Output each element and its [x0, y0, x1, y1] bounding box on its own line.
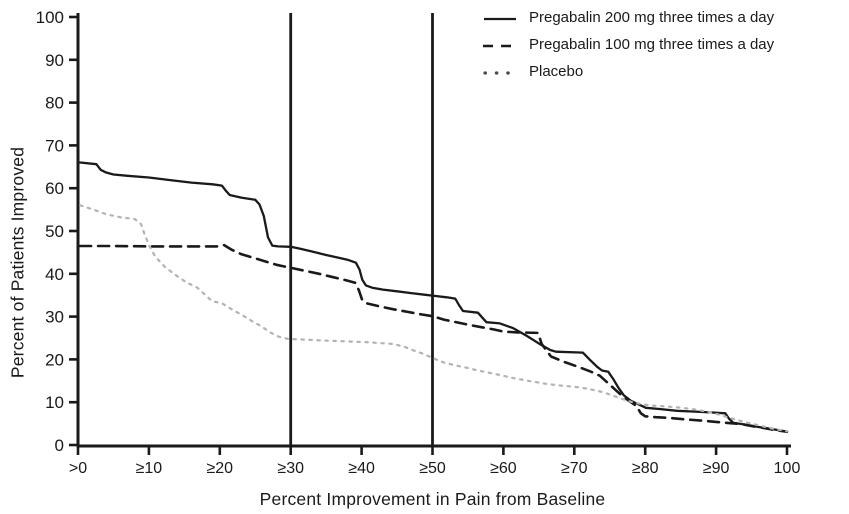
legend-label: Pregabalin 200 mg three times a day: [529, 9, 775, 26]
x-tick-label: ≥60: [490, 460, 517, 477]
x-tick-label: ≥70: [561, 460, 588, 477]
x-tick-label: ≥10: [136, 460, 163, 477]
y-tick-label: 60: [45, 179, 64, 198]
legend: Pregabalin 200 mg three times a day Preg…: [481, 7, 774, 82]
x-tick-label: ≥30: [277, 460, 304, 477]
x-tick-label: ≥50: [419, 460, 446, 477]
series-line-pregabalin-200-mg-three-times-a-day: [78, 161, 789, 433]
y-tick-label: 80: [45, 94, 64, 113]
legend-item-pregabalin-100: Pregabalin 100 mg three times a day: [481, 34, 774, 55]
x-tick-label: >0: [69, 460, 87, 477]
y-tick-label: 20: [45, 350, 64, 369]
x-tick-label: ≥90: [703, 460, 730, 477]
y-tick-label: 40: [45, 265, 64, 284]
legend-dashed-line-icon: [483, 44, 517, 47]
x-axis-title: Percent Improvement in Pain from Baselin…: [259, 489, 606, 509]
legend-label: Placebo: [529, 63, 584, 80]
series-line-placebo: [79, 204, 789, 433]
legend-dotted-line-icon: [483, 70, 515, 75]
y-tick-label: 0: [55, 436, 64, 455]
y-tick-label: 10: [45, 393, 64, 412]
x-tick-label: ≥80: [632, 460, 659, 477]
x-tick-label: 100: [774, 460, 801, 477]
y-tick-label: 70: [45, 136, 64, 155]
y-tick-label: 30: [45, 308, 64, 327]
x-tick-label: ≥20: [207, 460, 234, 477]
legend-label: Pregabalin 100 mg three times a day: [529, 36, 775, 53]
series-line-pregabalin-100-mg-three-times-a-day: [78, 243, 789, 433]
y-axis-title: Percent of Patients Improved: [7, 146, 28, 379]
y-tick-label: 90: [45, 51, 64, 70]
legend-solid-line-icon: [484, 17, 516, 20]
legend-item-placebo: Placebo: [481, 61, 774, 82]
legend-item-pregabalin-200: Pregabalin 200 mg three times a day: [481, 7, 774, 28]
x-tick-label: ≥40: [348, 460, 375, 477]
y-tick-label: 100: [36, 8, 64, 27]
y-tick-label: 50: [45, 222, 64, 241]
